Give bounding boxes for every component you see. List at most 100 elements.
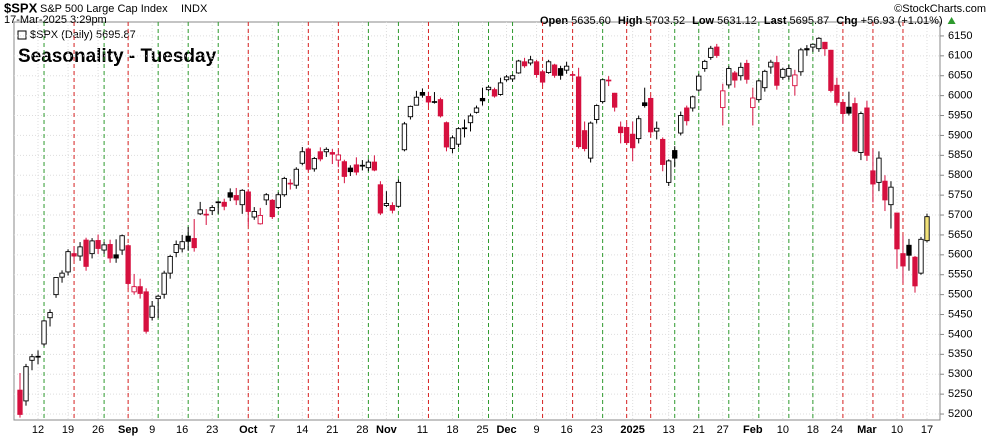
candle-body (642, 102, 648, 107)
x-tick-label: Feb (743, 424, 763, 436)
candle-body (407, 105, 414, 118)
candle-body (678, 115, 684, 134)
exchange: INDX (181, 3, 208, 15)
candle-body (569, 74, 576, 76)
candle-body (593, 105, 600, 120)
candle-body (906, 244, 912, 256)
candle-body (455, 128, 462, 145)
symbol: $SPX (4, 0, 38, 15)
y-tick-label: 5750 (948, 189, 972, 201)
candle-body (527, 59, 534, 64)
candle-body (311, 158, 317, 170)
candle-body (65, 251, 71, 273)
candle-body (774, 62, 780, 86)
x-tick-label: 2025 (620, 424, 644, 436)
candle-body (473, 107, 480, 113)
y-tick-label: 5300 (948, 368, 972, 380)
candle-body (101, 244, 107, 251)
candle-body (485, 86, 492, 91)
candle-body (864, 107, 870, 156)
x-tick-label: 11 (417, 424, 428, 436)
candle-body (461, 127, 468, 130)
candle-body (299, 151, 305, 164)
candle-body (233, 195, 239, 201)
chart-title: Seasonality - Tuesday (18, 46, 217, 67)
candle-body (816, 37, 822, 50)
y-tick-label: 5650 (948, 229, 972, 241)
candle-body (107, 244, 113, 259)
grid (14, 22, 940, 420)
candle-body (35, 355, 41, 358)
candle-body (89, 240, 95, 255)
candle-body (858, 113, 864, 153)
y-tick-label: 6000 (948, 90, 972, 102)
x-tick-label: 12 (32, 424, 44, 436)
candle-body (894, 212, 900, 250)
candle-body (125, 245, 131, 284)
candle-body (810, 43, 816, 48)
candle-body (876, 157, 882, 183)
candle-body (317, 151, 323, 160)
candle-body (41, 320, 47, 345)
legend-icon (17, 30, 27, 40)
x-tick-label: 7 (269, 424, 275, 436)
candle-body (539, 71, 546, 83)
candle-body (732, 72, 738, 81)
candle-body (768, 61, 774, 68)
candle-body (209, 207, 215, 212)
quote-bar: Open 5635.60 High 5703.52 Low 5631.12 Last 5695… (540, 15, 956, 27)
candle-body (792, 74, 798, 87)
candle-body (425, 95, 432, 103)
candle-body (389, 205, 396, 211)
candle-body (515, 60, 522, 74)
change-arrow (947, 17, 956, 24)
candle-body (624, 127, 630, 144)
x-tick-label: Oct (239, 424, 258, 436)
candle-body (275, 194, 281, 208)
candle-body (293, 168, 299, 186)
y-tick-label: 5800 (948, 169, 972, 181)
candle-body (491, 89, 498, 97)
x-tick-label: 18 (807, 424, 819, 436)
candle-body (479, 97, 486, 102)
y-tick-label: 5550 (948, 269, 972, 281)
candle-body (666, 160, 672, 183)
candle-body (419, 91, 426, 96)
symbol-name: S&P 500 Large Cap Index (40, 3, 168, 15)
x-tick-label: 28 (356, 424, 368, 436)
candle-body (335, 154, 342, 161)
candle-body (581, 130, 588, 150)
x-tick-label: 21 (693, 424, 705, 436)
quote-value: 5695.87 (790, 15, 830, 27)
copyright: ©StockCharts.com (894, 3, 986, 15)
y-tick-label: 5700 (948, 209, 972, 221)
x-tick-label: 24 (831, 424, 843, 436)
candle-body (437, 99, 444, 117)
candle-body (353, 164, 360, 173)
candle-body (329, 152, 335, 155)
candle-body (413, 96, 420, 106)
candle-body (179, 241, 185, 250)
y-tick-label: 5950 (948, 109, 972, 121)
candle-body (599, 79, 606, 103)
candle-body (545, 61, 552, 73)
x-tick-label: 9 (149, 424, 155, 436)
candle-body (161, 272, 167, 295)
candle-body (53, 277, 59, 296)
candle-body (257, 214, 263, 225)
candle-body (203, 213, 209, 216)
candle-body (762, 70, 768, 89)
candle-body (29, 356, 35, 361)
candle-body (780, 68, 786, 78)
x-tick-label: 19 (62, 424, 74, 436)
candle-body (918, 238, 924, 274)
candle-body (347, 167, 354, 173)
candle-body (924, 216, 930, 242)
y-tick-label: 5900 (948, 129, 972, 141)
candle-body (551, 64, 558, 76)
candle-body (395, 181, 402, 207)
candle-body (227, 192, 233, 198)
candle-body (215, 201, 221, 204)
